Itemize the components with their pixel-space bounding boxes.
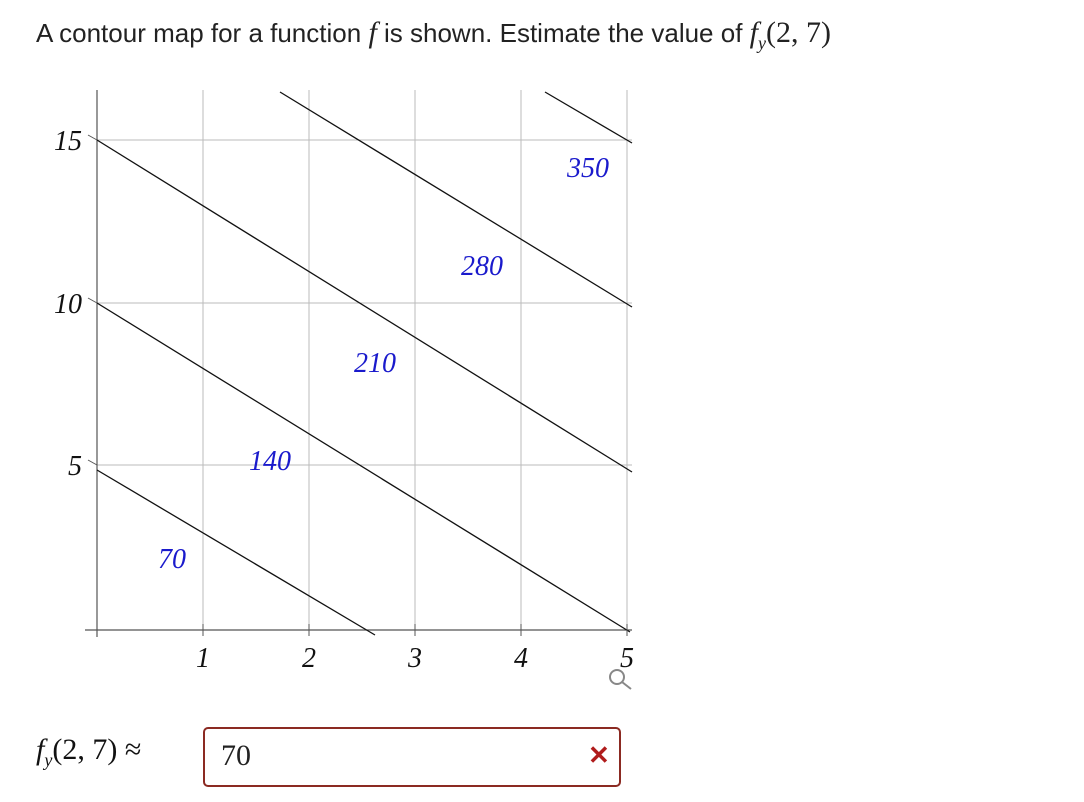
y-tick-label: 10 [54,289,82,320]
contour-line [96,139,633,473]
contour-label: 280 [461,251,503,282]
contour-line [544,91,633,144]
arguments: (2, 7) [766,16,831,49]
y-tick [87,459,98,466]
y-tick [87,134,98,141]
wrong-mark: ✕ [588,740,610,770]
function-name: f [368,16,377,49]
y-tick-label: 5 [68,451,82,482]
contour-label: 70 [158,544,186,575]
contour-label: 140 [249,446,291,477]
contour-label: 210 [354,348,396,379]
question-text: A contour map for a function [36,18,362,48]
x-tick-label: 5 [620,643,634,674]
x-tick-label: 2 [302,643,316,674]
y-tick-label: 15 [54,126,82,157]
contours [96,91,633,636]
function-name: f [36,733,45,766]
input-value: 70 [221,739,251,772]
question: A contour map for a function f is shown.… [36,16,831,54]
contour-line [279,91,633,308]
function-name: f [749,16,758,49]
answer-label: fy(2, 7) ≈ [36,733,141,771]
grid [97,90,632,630]
question-text: is shown. Estimate the value of [384,18,743,48]
answer-input[interactable]: 70 [203,727,621,787]
x-tick-label: 4 [514,643,528,674]
y-tick [87,297,98,304]
zoom-icon[interactable] [609,669,632,690]
x-tick-label: 1 [196,643,210,674]
subscript: y [44,750,53,770]
relation: ≈ [124,733,142,766]
expression: fy(2, 7) [749,16,831,53]
contour-line [96,302,631,633]
subscript: y [758,33,766,53]
arguments: (2, 7) [52,733,118,766]
x-tick-label: 3 [407,643,422,674]
axes [85,90,632,637]
contour-line [96,469,376,636]
contour-label: 350 [566,153,609,184]
